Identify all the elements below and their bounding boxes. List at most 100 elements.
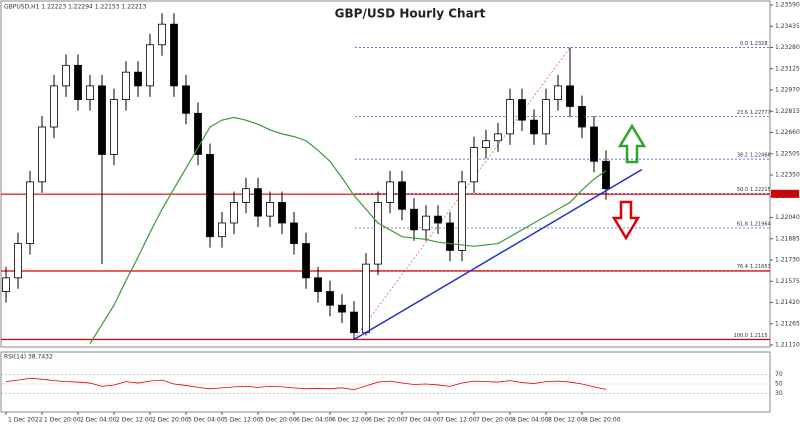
candle-body: [326, 291, 334, 306]
candle-body: [506, 99, 514, 135]
candle-body: [86, 85, 94, 100]
candle-body: [74, 64, 82, 100]
y-tick-label: 1.21885: [775, 235, 800, 242]
fib-name: 100.0: [734, 333, 748, 339]
candle-body: [602, 160, 610, 190]
fib-value: 1.21653: [750, 264, 771, 270]
header: GBPUSD,H1 1.22223 1.22294 1.22153 1.2221…: [4, 4, 146, 11]
candle-body: [554, 85, 562, 100]
x-tick-label: 8 Dec 12:00: [548, 417, 585, 424]
candle-body: [182, 85, 190, 114]
rsi-panel: [0, 351, 771, 413]
fib-value: 1.2328: [750, 41, 768, 47]
y-tick-label: 1.23435: [775, 23, 800, 30]
rsi-line: [5, 377, 607, 391]
x-tick-label: 2 Dec 12:00: [116, 417, 153, 424]
candle-body: [134, 71, 142, 87]
rsi-tick-label: 70: [775, 371, 783, 378]
trend-line: [353, 168, 643, 341]
candle-body: [410, 208, 418, 231]
rsi-label: RSI(14) 38.7432: [4, 354, 53, 361]
candle-body: [230, 202, 238, 224]
last-price-label: 1.22213: [773, 190, 798, 197]
x-tick-label: 2 Dec 04:00: [80, 417, 117, 424]
y-tick-label: 1.21420: [775, 299, 800, 306]
candle-body: [530, 119, 538, 135]
x-tick-label: 5 Dec 20:00: [260, 417, 297, 424]
candle-body: [206, 154, 214, 238]
candle-body: [266, 202, 274, 217]
y-tick-label: 1.23125: [775, 65, 800, 72]
candle-body: [62, 64, 70, 87]
x-tick-label: 1 Dec 20:00: [44, 417, 81, 424]
rsi-tick-label: 30: [775, 390, 783, 397]
x-tick-label: 8 Dec 04:00: [512, 417, 549, 424]
rsi-tick-label: 50: [775, 381, 783, 388]
candle-body: [38, 126, 46, 183]
x-tick-label: 7 Dec 04:00: [404, 417, 441, 424]
candle-body: [314, 277, 322, 292]
candle-body: [170, 23, 178, 87]
candle-body: [362, 263, 370, 334]
x-tick-label: 8 Dec 20:00: [584, 417, 621, 424]
candle-body: [302, 243, 310, 279]
candle-body: [26, 181, 34, 244]
y-tick-label: 1.23280: [775, 44, 800, 51]
candle-body: [482, 140, 490, 148]
y-tick-label: 1.22040: [775, 214, 800, 221]
candle-body: [14, 243, 22, 279]
candle-body: [254, 188, 262, 217]
candle-body: [494, 133, 502, 142]
candle-body: [98, 85, 106, 155]
candle-body: [278, 202, 286, 224]
candle-body: [218, 222, 226, 238]
x-tick-label: 6 Dec 04:00: [296, 417, 333, 424]
y-tick-label: 1.23590: [775, 2, 800, 9]
fib-value: 1.22466: [750, 153, 771, 159]
fib-name: 0.0: [740, 41, 748, 47]
candle-body: [338, 304, 346, 313]
y-tick-label: 1.21730: [775, 257, 800, 264]
candle-body: [50, 85, 58, 128]
fib-name: 76.4: [737, 264, 748, 270]
price-panel: [0, 0, 771, 348]
y-tick-label: 1.21110: [775, 342, 800, 349]
x-tick-label: 6 Dec 12:00: [332, 417, 369, 424]
candle-body: [458, 181, 466, 251]
down-arrow: [611, 200, 641, 241]
candle-body: [434, 215, 442, 224]
y-tick-label: 1.22815: [775, 108, 800, 115]
candle-body: [350, 311, 358, 334]
y-tick-label: 1.21265: [775, 320, 800, 327]
chart-title: GBP/USD Hourly Chart: [335, 7, 486, 21]
candle-body: [590, 126, 598, 162]
fib-value: 1.22215: [750, 187, 771, 193]
candle-body: [542, 99, 550, 135]
fib-name: 50.0: [737, 187, 748, 193]
up-arrow: [617, 123, 647, 164]
y-tick-label: 1.22505: [775, 150, 800, 157]
fib-name: 38.2: [737, 153, 748, 159]
candle-body: [386, 181, 394, 203]
fib-name: 61.8: [737, 221, 748, 227]
x-tick-label: 5 Dec 12:00: [224, 417, 261, 424]
x-tick-label: 7 Dec 20:00: [476, 417, 513, 424]
candle-body: [122, 71, 130, 100]
candle-body: [566, 85, 574, 107]
candle-body: [422, 215, 430, 231]
fib-value: 1.2115: [750, 333, 768, 339]
candle-body: [398, 181, 406, 210]
candle-body: [110, 99, 118, 155]
candle-body: [242, 188, 250, 203]
y-tick-label: 1.22350: [775, 172, 800, 179]
candle-body: [470, 147, 478, 183]
candle-body: [2, 277, 10, 292]
candle-body: [158, 23, 166, 46]
fib-value: 1.21964: [750, 221, 771, 227]
candle-body: [446, 222, 454, 251]
candle-body: [578, 106, 586, 128]
last-price-box: [771, 189, 799, 198]
candle-body: [290, 222, 298, 244]
